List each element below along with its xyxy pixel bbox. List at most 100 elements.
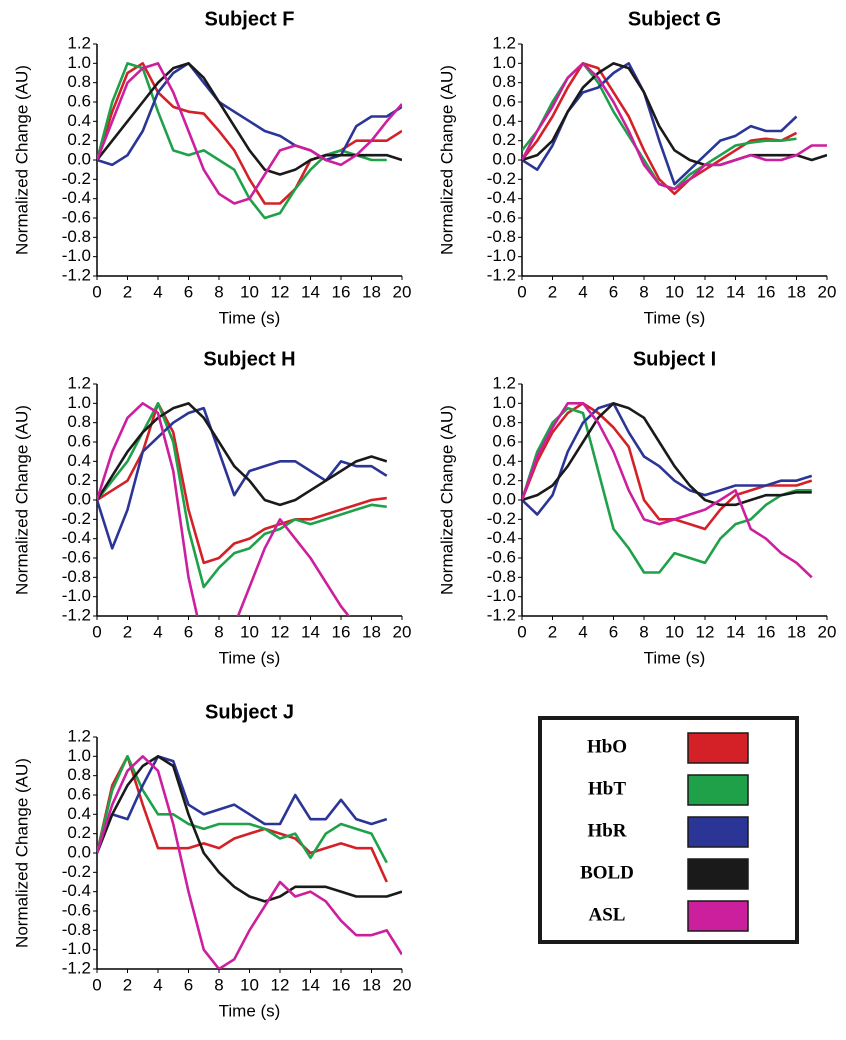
series-line	[522, 62, 827, 191]
y-tick-label: 0.2	[492, 470, 516, 489]
y-tick-label: -0.8	[62, 227, 91, 246]
y-axis-label: Normalized Change (AU)	[12, 65, 31, 255]
y-tick-label: 0.4	[67, 804, 91, 823]
x-tick-label: 4	[153, 622, 162, 641]
series-line	[97, 755, 388, 864]
legend-swatch	[687, 858, 749, 890]
y-tick-label: 0.8	[67, 412, 91, 431]
y-tick-label: 0.2	[67, 470, 91, 489]
x-tick-label: 10	[665, 282, 684, 301]
y-tick-label: -0.4	[62, 881, 91, 900]
x-tick-label: 16	[757, 282, 776, 301]
y-tick-label: 1.0	[492, 53, 516, 72]
chart-title: Subject F	[204, 8, 294, 30]
legend-label: HbT	[588, 778, 626, 799]
x-tick-label: 8	[214, 975, 223, 994]
x-tick-label: 4	[578, 622, 587, 641]
x-tick-label: 16	[332, 975, 351, 994]
y-tick-label: -1.2	[62, 265, 91, 284]
series-line	[522, 402, 813, 579]
x-tick-label: 0	[92, 622, 101, 641]
legend-swatch	[687, 732, 749, 764]
x-axis-label: Time (s)	[219, 1001, 281, 1020]
x-tick-label: 2	[548, 282, 557, 301]
chart-title: Subject H	[203, 348, 295, 370]
x-tick-label: 2	[548, 622, 557, 641]
y-tick-label: 0.8	[492, 412, 516, 431]
x-tick-label: 0	[92, 975, 101, 994]
y-tick-label: 0.8	[492, 72, 516, 91]
x-tick-label: 12	[271, 622, 290, 641]
series-line	[522, 62, 827, 167]
y-tick-label: 0.2	[67, 823, 91, 842]
y-tick-label: 1.0	[67, 746, 91, 765]
x-tick-label: 12	[696, 282, 715, 301]
x-tick-label: 12	[271, 282, 290, 301]
x-tick-label: 2	[123, 622, 132, 641]
y-tick-label: -0.2	[62, 862, 91, 881]
series-line	[97, 62, 402, 205]
x-tick-label: 8	[214, 282, 223, 301]
series-line	[97, 755, 388, 854]
y-axis-label: Normalized Change (AU)	[12, 758, 31, 948]
x-tick-label: 18	[362, 975, 381, 994]
y-tick-label: -0.6	[62, 900, 91, 919]
y-axis-label: Normalized Change (AU)	[12, 405, 31, 595]
x-tick-label: 16	[332, 622, 351, 641]
x-tick-label: 6	[184, 622, 193, 641]
y-tick-label: 0.0	[492, 149, 516, 168]
y-tick-label: 0.6	[67, 784, 91, 803]
x-tick-label: 20	[393, 622, 412, 641]
y-tick-label: -0.4	[487, 528, 516, 547]
y-tick-label: 1.0	[492, 393, 516, 412]
x-tick-label: 4	[153, 975, 162, 994]
x-tick-label: 10	[240, 282, 259, 301]
legend-swatch	[687, 816, 749, 848]
y-tick-label: 0.0	[67, 489, 91, 508]
x-tick-label: 20	[818, 622, 837, 641]
x-tick-label: 20	[393, 975, 412, 994]
y-tick-label: -1.0	[62, 246, 91, 265]
x-tick-label: 10	[240, 622, 259, 641]
y-tick-label: -0.2	[62, 509, 91, 528]
series-line	[97, 402, 388, 507]
x-axis-label: Time (s)	[219, 308, 281, 327]
x-tick-label: 20	[818, 282, 837, 301]
x-axis-label: Time (s)	[644, 308, 706, 327]
y-tick-label: -1.2	[487, 605, 516, 624]
series-line	[522, 62, 798, 196]
y-tick-label: -1.0	[62, 939, 91, 958]
legend-label: HbR	[587, 820, 626, 841]
x-tick-label: 8	[639, 622, 648, 641]
y-tick-label: 0.4	[492, 111, 516, 130]
y-tick-label: 0.0	[492, 489, 516, 508]
series-line	[97, 406, 388, 550]
x-tick-label: 10	[665, 622, 684, 641]
series-line	[522, 402, 812, 507]
series-line	[522, 402, 813, 516]
x-axis-label: Time (s)	[219, 648, 281, 667]
legend-swatch	[687, 774, 749, 806]
y-tick-label: -0.8	[62, 567, 91, 586]
y-tick-label: -0.6	[62, 547, 91, 566]
legend-box	[538, 716, 799, 944]
series-line	[97, 62, 402, 205]
y-tick-label: 1.0	[67, 53, 91, 72]
y-tick-label: 1.2	[492, 33, 516, 52]
y-tick-label: 0.6	[492, 91, 516, 110]
y-tick-label: 0.8	[67, 72, 91, 91]
x-tick-label: 2	[123, 282, 132, 301]
series-line	[97, 62, 402, 167]
x-tick-label: 16	[332, 282, 351, 301]
legend-swatch	[687, 900, 749, 932]
y-tick-label: -0.6	[487, 207, 516, 226]
y-tick-label: 1.2	[67, 726, 91, 745]
x-tick-label: 6	[609, 282, 618, 301]
x-tick-label: 6	[184, 975, 193, 994]
x-tick-label: 14	[726, 282, 745, 301]
y-tick-label: 0.6	[67, 91, 91, 110]
x-tick-label: 8	[214, 622, 223, 641]
y-tick-label: -0.4	[487, 188, 516, 207]
y-tick-label: -0.2	[487, 169, 516, 188]
y-tick-label: 0.2	[67, 130, 91, 149]
